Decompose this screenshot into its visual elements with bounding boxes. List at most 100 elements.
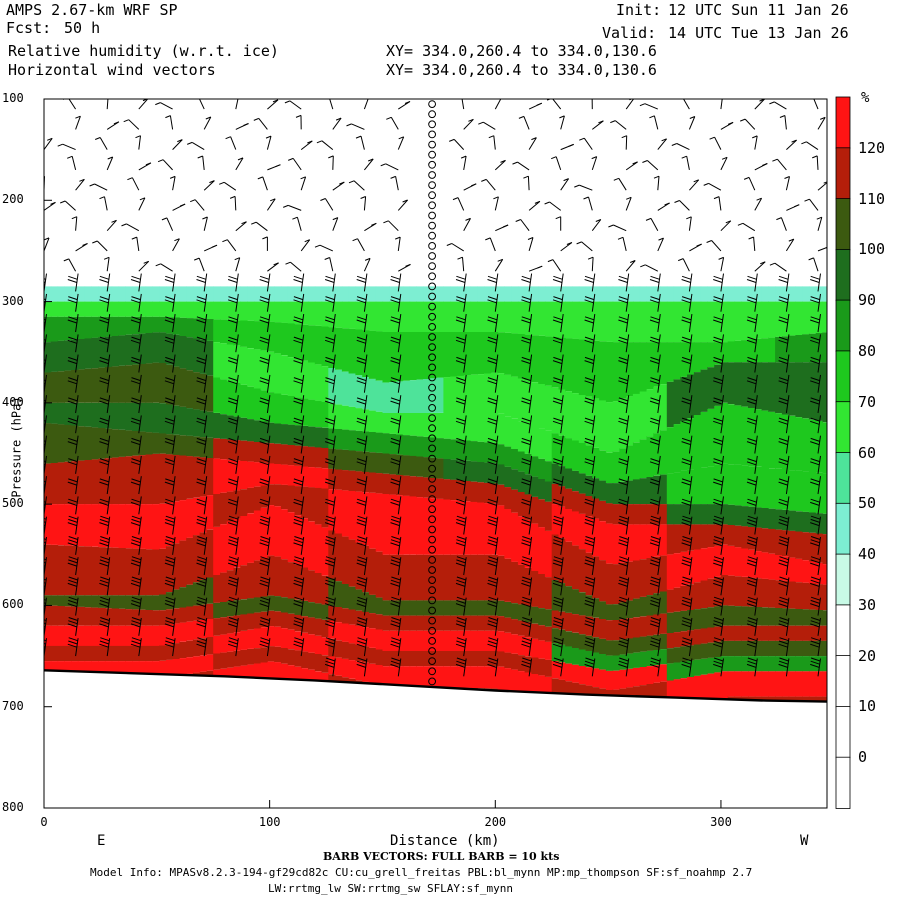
rh-fill-cell bbox=[192, 372, 201, 410]
rh-fill-cell bbox=[145, 316, 153, 333]
wind-barb bbox=[293, 273, 305, 292]
rh-fill-cell bbox=[653, 433, 661, 476]
rh-fill-cell bbox=[98, 625, 106, 646]
wind-barb bbox=[324, 496, 336, 515]
wind-barb bbox=[817, 246, 827, 252]
rh-fill-cell bbox=[612, 286, 620, 302]
midpoint-circle bbox=[428, 383, 437, 392]
rh-fill-cell bbox=[328, 327, 336, 368]
wind-barb bbox=[584, 476, 596, 495]
wind-barb bbox=[610, 120, 627, 130]
wind-barb bbox=[99, 556, 111, 576]
rh-fill-cell bbox=[484, 373, 492, 413]
rh-fill-cell bbox=[619, 448, 627, 482]
wind-barb bbox=[455, 657, 467, 677]
wind-barb bbox=[552, 476, 564, 495]
rh-fill-cell bbox=[77, 402, 86, 427]
rh-fill-cell bbox=[565, 438, 573, 469]
rh-fill-cell bbox=[781, 469, 790, 510]
rh-fill-cell bbox=[206, 495, 214, 530]
rh-fill-cell bbox=[247, 419, 255, 442]
rh-fill-cell bbox=[213, 413, 221, 439]
rh-fill-cell bbox=[443, 286, 451, 302]
rh-fill-cell bbox=[605, 341, 614, 403]
wind-barb bbox=[397, 199, 408, 211]
rh-fill-cell bbox=[152, 286, 160, 302]
rh-fill-cell bbox=[700, 548, 708, 581]
rh-fill-cell bbox=[754, 578, 763, 608]
rh-fill-cell bbox=[335, 607, 343, 623]
rh-fill-cell bbox=[91, 427, 99, 460]
rh-fill-cell bbox=[517, 301, 526, 334]
rh-fill-cell bbox=[822, 625, 827, 641]
rh-fill-cell bbox=[497, 373, 505, 414]
rh-fill-cell bbox=[402, 332, 411, 381]
rh-fill-cell bbox=[50, 371, 59, 403]
midpoint-circle bbox=[428, 343, 437, 352]
rh-fill-cell bbox=[795, 625, 803, 641]
rh-fill-cell bbox=[423, 554, 431, 601]
rh-fill-cell bbox=[368, 379, 377, 411]
rh-fill-cell bbox=[436, 332, 444, 378]
midpoint-circle bbox=[428, 637, 437, 645]
rh-fill-cell bbox=[314, 635, 323, 654]
rh-fill-cell bbox=[720, 605, 729, 626]
rh-fill-cell bbox=[328, 638, 336, 657]
rh-fill-cell bbox=[233, 301, 241, 321]
wind-barb bbox=[657, 237, 664, 252]
rh-fill-cell bbox=[531, 286, 539, 302]
rh-fill-cell bbox=[145, 363, 153, 403]
rh-fill-cell bbox=[572, 664, 580, 683]
rh-fill-cell bbox=[348, 373, 356, 407]
rh-fill-cell bbox=[220, 319, 228, 344]
rh-fill-cell bbox=[450, 439, 458, 460]
rh-fill-cell bbox=[132, 402, 140, 432]
rh-fill-cell bbox=[396, 666, 404, 687]
rh-fill-cell bbox=[802, 560, 810, 583]
rh-fill-cell bbox=[558, 286, 566, 302]
wind-barb bbox=[455, 515, 467, 535]
rh-fill-cell bbox=[111, 286, 120, 302]
rh-fill-cell bbox=[409, 435, 417, 456]
wind-barb bbox=[130, 617, 142, 636]
rh-fill-cell bbox=[199, 619, 208, 639]
rh-fill-cell bbox=[436, 301, 444, 332]
wind-barb bbox=[99, 415, 111, 434]
rh-fill-cell bbox=[666, 301, 675, 343]
rh-fill-cell bbox=[599, 601, 607, 619]
rh-fill-cell bbox=[660, 342, 668, 385]
rh-fill-cell bbox=[754, 640, 763, 657]
rh-fill-cell bbox=[375, 331, 384, 381]
rh-fill-cell bbox=[666, 648, 675, 664]
terrain-line bbox=[44, 669, 827, 703]
rh-fill-cell bbox=[213, 319, 221, 343]
wind-barb bbox=[227, 435, 239, 454]
wind-barb bbox=[397, 136, 405, 150]
rh-fill-cell bbox=[335, 469, 343, 490]
rh-fill-cell bbox=[213, 602, 221, 619]
rh-fill-cell bbox=[795, 558, 803, 583]
wind-barb bbox=[748, 236, 756, 251]
rh-fill-cell bbox=[301, 446, 309, 467]
wind-barb bbox=[227, 395, 239, 414]
wind-barb bbox=[681, 617, 693, 636]
wind-barb bbox=[786, 204, 800, 211]
rh-fill-cell bbox=[572, 301, 580, 339]
midpoint-circle bbox=[428, 515, 437, 524]
rh-fill-cell bbox=[748, 671, 756, 697]
rh-fill-cell bbox=[104, 286, 113, 302]
rh-fill-cell bbox=[138, 364, 147, 403]
rh-fill-cell bbox=[551, 337, 560, 388]
rh-fill-cell bbox=[720, 640, 729, 657]
rh-fill-cell bbox=[179, 641, 187, 659]
rh-fill-cell bbox=[673, 524, 681, 554]
wind-barb bbox=[356, 496, 368, 515]
wind-barb bbox=[810, 293, 821, 312]
wind-barb bbox=[776, 217, 787, 231]
rh-fill-cell bbox=[355, 471, 363, 492]
wind-barb bbox=[197, 155, 205, 170]
rh-fill-cell bbox=[267, 595, 275, 611]
wind-barb bbox=[293, 374, 305, 393]
rh-fill-cell bbox=[77, 286, 86, 302]
rh-fill-cell bbox=[531, 623, 539, 639]
